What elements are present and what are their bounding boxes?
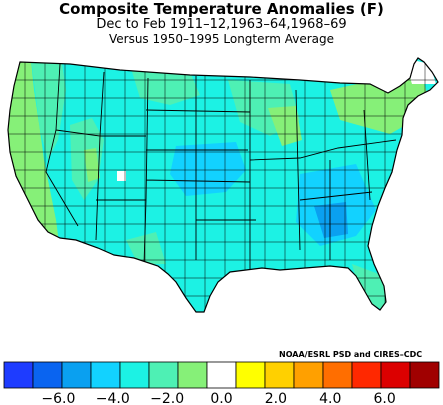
state-boundaries (45, 63, 397, 270)
color-box-6 (177, 361, 208, 389)
color-scale-ticks: −6.0 −4.0 −2.0 0.0 2.0 4.0 6.0 (41, 391, 395, 405)
color-scale-tick-label: 0.0 (210, 391, 232, 405)
color-scale-tick-label: 4.0 (319, 391, 341, 405)
southeast-core-anomaly (314, 202, 348, 238)
color-scale-tick-label: −2.0 (150, 391, 184, 405)
color-box-14 (409, 361, 440, 389)
color-box-7 (206, 361, 237, 389)
color-box-9 (264, 361, 295, 389)
map-title: Composite Temperature Anomalies (F) (59, 0, 384, 18)
florida-anomaly (352, 264, 388, 312)
color-box-11 (322, 361, 353, 389)
zero-anomaly-patch (117, 171, 126, 181)
color-box-0 (3, 361, 34, 389)
nevada-anomaly (84, 148, 100, 182)
color-scale-tick-label: −4.0 (96, 391, 130, 405)
color-scale-tick-label: 2.0 (265, 391, 287, 405)
credit-label: NOAA/ESRL PSD and CIRES–CDC (279, 350, 423, 359)
color-box-4 (119, 361, 150, 389)
us-climate-division-map (7, 57, 439, 313)
color-box-10 (293, 361, 324, 389)
color-box-2 (61, 361, 92, 389)
map-baseline: Versus 1950–1995 Longterm Average (108, 32, 335, 46)
color-scale-tick-label: 6.0 (373, 391, 395, 405)
southwest-anomaly (126, 232, 166, 264)
color-box-3 (90, 361, 121, 389)
northwest-anomaly (30, 58, 66, 160)
color-box-5 (148, 361, 179, 389)
color-box-8 (235, 361, 266, 389)
color-scale-boxes (3, 361, 440, 389)
color-box-12 (351, 361, 382, 389)
color-scale-legend: −6.0 −4.0 −2.0 0.0 2.0 4.0 6.0 (3, 361, 440, 405)
color-scale-tick-label: −6.0 (41, 391, 75, 405)
color-box-13 (380, 361, 411, 389)
central-plains-cold-anomaly (170, 142, 246, 196)
map-period: Dec to Feb 1911–12,1963–64,1968–69 (96, 17, 347, 32)
color-box-1 (32, 361, 63, 389)
